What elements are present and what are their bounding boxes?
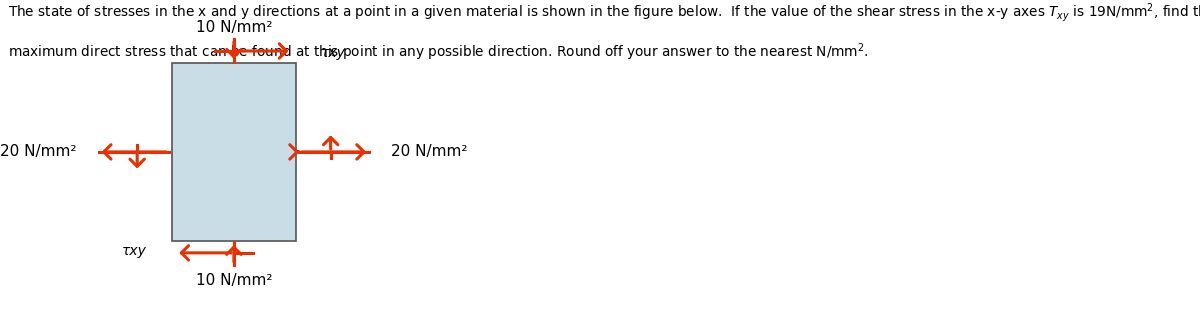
FancyBboxPatch shape bbox=[173, 63, 295, 241]
Text: The state of stresses in the x and y directions at a point in a given material i: The state of stresses in the x and y dir… bbox=[8, 1, 1200, 24]
Text: 10 N/mm²: 10 N/mm² bbox=[196, 20, 272, 35]
Text: maximum direct stress that can be found at this point in any possible direction.: maximum direct stress that can be found … bbox=[8, 41, 869, 63]
Text: 10 N/mm²: 10 N/mm² bbox=[196, 273, 272, 288]
Text: τxy: τxy bbox=[322, 46, 346, 60]
Text: τxy: τxy bbox=[122, 244, 146, 258]
Text: 20 N/mm²: 20 N/mm² bbox=[391, 144, 468, 159]
Text: 20 N/mm²: 20 N/mm² bbox=[0, 144, 77, 159]
